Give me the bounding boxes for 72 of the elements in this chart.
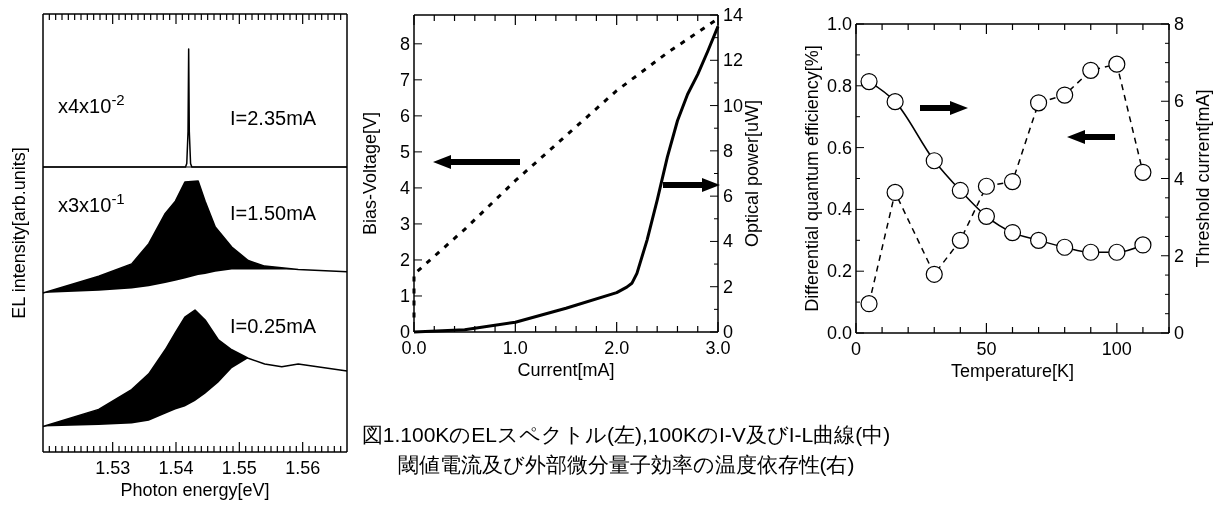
point	[1108, 55, 1126, 73]
point	[1029, 231, 1048, 249]
x-tick-label: 1.0	[502, 338, 528, 358]
point	[1134, 163, 1152, 181]
y2-axis-title: Optical power[uW]	[742, 99, 762, 248]
y-tick-label: 7	[399, 69, 410, 90]
point	[886, 183, 904, 202]
y-tick-label: 4	[399, 177, 410, 198]
x-axis-title: Temperature[K]	[950, 361, 1075, 381]
point	[951, 181, 969, 200]
annotation: I=2.35mA	[230, 107, 317, 129]
text: 閾値電流及び外部微分量子効率の温度依存性(右)	[397, 453, 855, 476]
annotation: I=1.50mA	[230, 202, 317, 224]
point	[860, 72, 878, 91]
y-tick-label: 0.6	[826, 137, 852, 158]
y2-tick-label: 4	[1174, 168, 1185, 189]
annotation: I=0.25mA	[230, 315, 317, 337]
point	[977, 177, 996, 195]
point	[1003, 223, 1022, 242]
x-tick-label: 1.54	[158, 458, 194, 478]
point	[1056, 86, 1074, 104]
point	[1082, 61, 1100, 79]
annotation: x4x10$^{-2}$	[58, 90, 125, 117]
point	[951, 231, 969, 249]
point	[925, 265, 943, 283]
y-tick-label: 2	[399, 249, 410, 270]
y-tick-label: 0.0	[826, 323, 852, 343]
y-tick-label: 1.0	[826, 14, 852, 34]
y-tick-label: 8	[399, 33, 410, 54]
x-tick-label: 2.0	[604, 338, 630, 358]
y2-tick-label: 14	[723, 5, 744, 25]
y2-tick-label: 8	[1174, 14, 1185, 34]
y-axis-title: Bias-Voltage[V]	[360, 111, 380, 236]
x-tick-label: 100	[1101, 339, 1132, 359]
y-axis-title: Differential quantum efficiency[%]	[802, 45, 822, 312]
x-tick-label: 50	[976, 339, 997, 359]
y-tick-label: 3	[399, 213, 410, 234]
point	[1029, 94, 1048, 112]
x-tick-label: 1.55	[221, 458, 257, 478]
y2-axis-title: Threshold current[mA]	[1193, 89, 1213, 268]
y-tick-label: 1	[399, 285, 410, 306]
y-tick-label: 0.4	[826, 199, 852, 220]
x-axis-title: Photon energy[eV]	[120, 480, 270, 500]
x-tick-label: 1.53	[95, 458, 131, 478]
x-tick-label: 1.56	[285, 458, 321, 478]
point	[1082, 243, 1100, 261]
point	[925, 152, 943, 170]
y-tick-label: 0.2	[826, 261, 852, 282]
y2-tick-label: 4	[723, 231, 734, 252]
y-tick-label: 0.8	[826, 75, 852, 96]
point	[1056, 238, 1074, 256]
y-tick-label: 5	[399, 141, 410, 162]
y2-tick-label: 2	[723, 276, 734, 297]
y2-tick-label: 6	[1174, 91, 1185, 112]
point	[860, 295, 878, 313]
y2-tick-label: 6	[723, 186, 734, 207]
x-axis-title: Current[mA]	[517, 360, 615, 380]
point	[1134, 236, 1152, 254]
y2-tick-label: 2	[1174, 245, 1185, 266]
y-tick-label: 6	[399, 105, 410, 126]
point	[886, 93, 904, 111]
y2-tick-label: 8	[723, 140, 734, 161]
point	[977, 207, 996, 225]
caption: 図1.100KのELスペクトル(左),100KのI-V及びI-L曲線(中)	[361, 423, 891, 446]
y-axis-title: EL intensity[arb.units]	[9, 147, 29, 319]
y2-tick-label: 0	[1174, 323, 1185, 343]
point	[1108, 243, 1126, 261]
annotation: x3x10$^{-1}$	[58, 189, 125, 216]
y2-tick-label: 10	[723, 95, 744, 116]
y2-tick-label: 12	[723, 50, 744, 71]
y-tick-label: 0	[399, 322, 410, 342]
point	[1003, 172, 1022, 191]
